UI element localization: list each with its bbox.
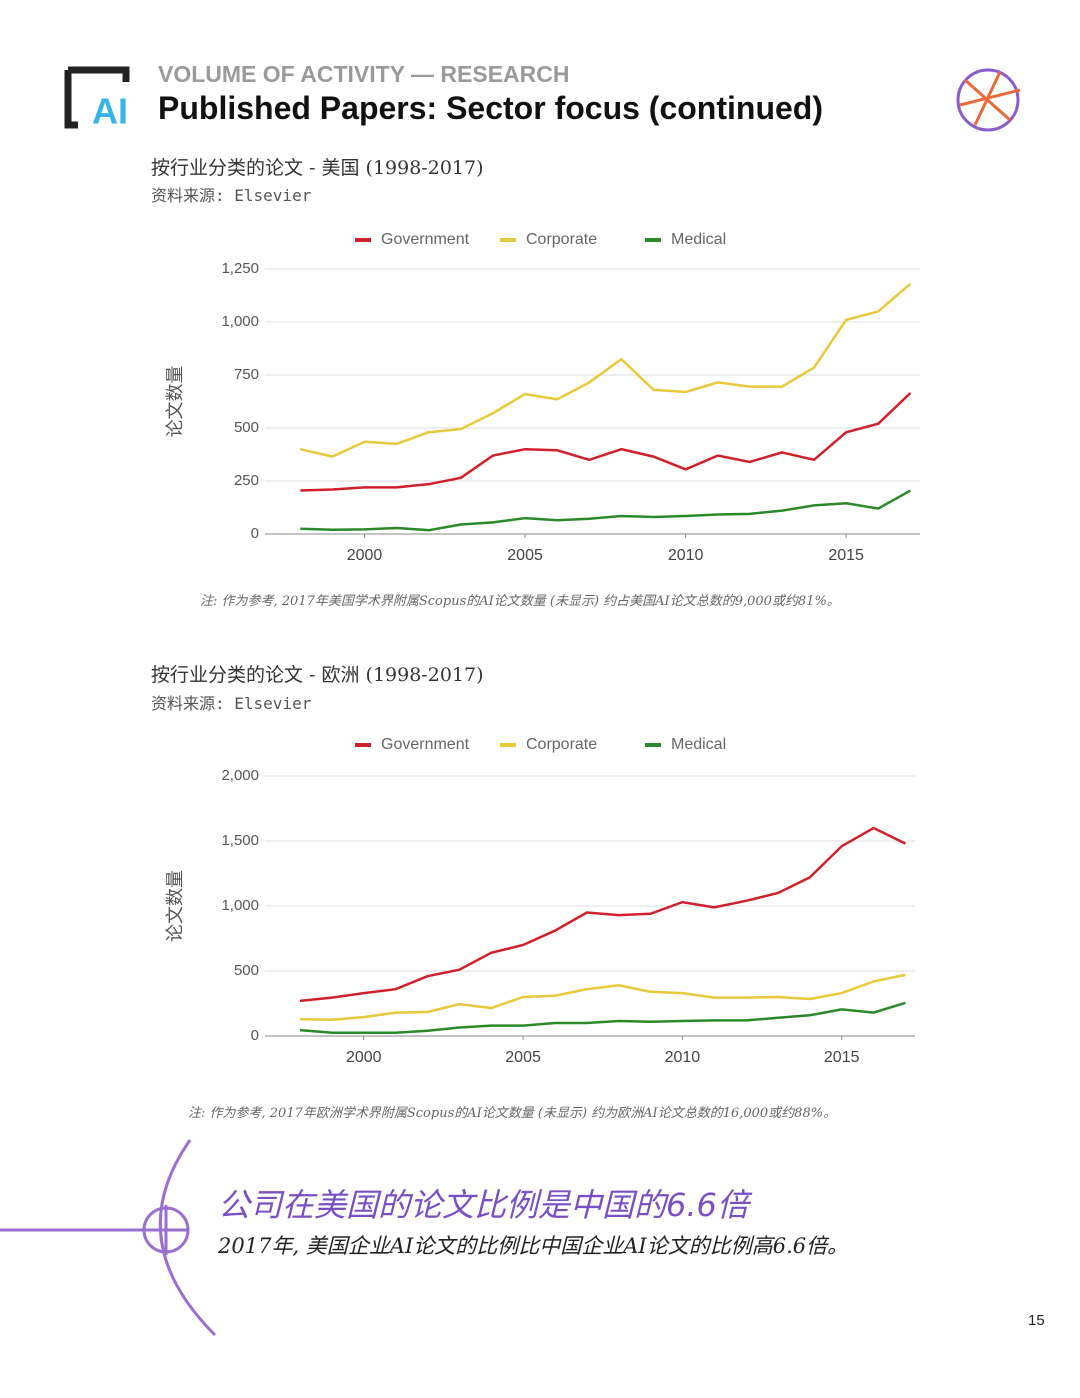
chart-source: 资料来源: Elsevier (151, 694, 312, 713)
legend-label: Corporate (526, 231, 597, 248)
y-tick-label: 2,000 (221, 767, 259, 784)
decoration (0, 1139, 217, 1337)
legend-label: Government (381, 231, 470, 248)
x-tick-label: 2015 (828, 547, 864, 564)
series-line (300, 489, 911, 532)
y-tick-label: 500 (234, 419, 259, 436)
x-tick-label: 2015 (824, 1049, 860, 1066)
chart-note: 注: 作为参考, 2017年美国学术界附属Scopus的AI论文数量 (未显示)… (200, 594, 840, 609)
y-tick-label: 500 (234, 962, 259, 979)
y-tick-label: 250 (234, 472, 259, 489)
y-axis-label: 论文数量 (165, 870, 185, 942)
page-title: Published Papers: Sector focus (continue… (158, 90, 823, 126)
y-tick-label: 1,000 (221, 313, 259, 330)
legend-label: Government (381, 736, 470, 753)
series-line (300, 282, 912, 458)
corner-emblem (956, 68, 1021, 132)
x-tick-label: 2005 (507, 547, 543, 564)
y-tick-label: 1,000 (221, 897, 259, 914)
x-tick-label: 2000 (347, 547, 383, 564)
y-tick-label: 1,250 (221, 260, 259, 277)
callout-title: 公司在美国的论文比例是中国的6.6倍 (218, 1186, 749, 1224)
y-axis-label: 论文数量 (165, 366, 185, 438)
chart-title: 按行业分类的论文 - 美国 (1998-2017) (151, 157, 484, 179)
chart-title: 按行业分类的论文 - 欧洲 (1998-2017) (151, 664, 484, 686)
x-tick-label: 2010 (668, 547, 704, 564)
y-tick-label: 1,500 (221, 832, 259, 849)
chart-source: 资料来源: Elsevier (151, 186, 312, 205)
x-tick-label: 2000 (346, 1049, 382, 1066)
x-tick-label: 2010 (665, 1049, 701, 1066)
series-line (299, 1001, 906, 1034)
y-tick-label: 750 (234, 366, 259, 383)
legend-label: Medical (671, 736, 726, 753)
chart-note: 注: 作为参考, 2017年欧洲学术界附属Scopus的AI论文数量 (未显示)… (188, 1106, 837, 1121)
legend-label: Medical (671, 231, 726, 248)
y-tick-label: 0 (251, 525, 259, 542)
legend-label: Corporate (526, 736, 597, 753)
kicker: VOLUME OF ACTIVITY — RESEARCH (158, 61, 570, 87)
series-line (299, 826, 906, 1003)
page-number: 15 (1028, 1312, 1045, 1329)
logo: AI (64, 66, 130, 132)
x-tick-label: 2005 (505, 1049, 541, 1066)
svg-text:AI: AI (92, 91, 128, 132)
callout-text: 2017年, 美国企业AI论文的比例比中国企业AI论文的比例高6.6倍。 (218, 1234, 849, 1258)
y-tick-label: 0 (251, 1027, 259, 1044)
series-line (300, 973, 906, 1022)
series-line (300, 392, 912, 492)
